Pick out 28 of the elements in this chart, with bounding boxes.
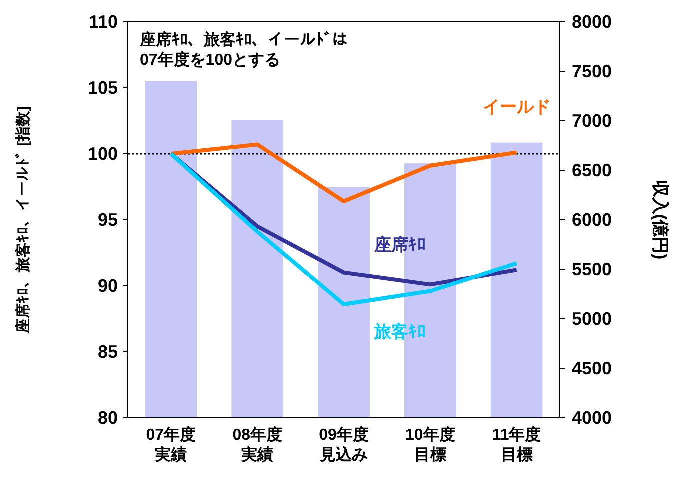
x-tick-label: 10年度目標 (404, 426, 456, 466)
y2-tick-label: 4500 (572, 358, 612, 378)
x-tick-label: 08年度実績 (232, 426, 284, 466)
y2-tick-label: 8000 (572, 12, 612, 32)
x-tick-label: 11年度目標 (491, 426, 542, 466)
y2-tick-label: 5000 (572, 309, 612, 329)
y2-tick-label: 7500 (572, 62, 612, 82)
y2-axis-title: 収入(億円) (651, 180, 670, 260)
text: イールド (482, 98, 551, 117)
y-tick-label: 80 (98, 408, 118, 428)
y-tick-label: 105 (88, 78, 118, 98)
y-tick-label: 85 (98, 342, 118, 362)
y2-tick-label: 7000 (572, 111, 612, 131)
y2-tick-label: 5500 (572, 260, 612, 280)
y2-tick-label: 4000 (572, 408, 612, 428)
series-label: 旅客ｷﾛ (373, 322, 426, 342)
y-axis-title: 座席ｷﾛ、旅客ｷﾛ、イールﾄﾞ [指数] (14, 106, 32, 335)
y-tick-label: 100 (88, 144, 118, 164)
x-tick-label: 07年度実績 (145, 426, 198, 466)
y2-tick-label: 6500 (572, 160, 612, 180)
annotation: 座席ｷﾛ、旅客ｷﾛ、イールﾄﾞは 07年度を100とする (139, 30, 348, 69)
y2-tick-label: 6000 (572, 210, 612, 230)
y-tick-label: 90 (98, 276, 118, 296)
x-tick-label: 09年度見込み (318, 426, 370, 466)
y-tick-label: 110 (88, 12, 118, 32)
y-tick-label: 95 (98, 210, 118, 230)
line-series (169, 142, 519, 204)
series-label: 座席ｷﾛ (373, 236, 426, 255)
